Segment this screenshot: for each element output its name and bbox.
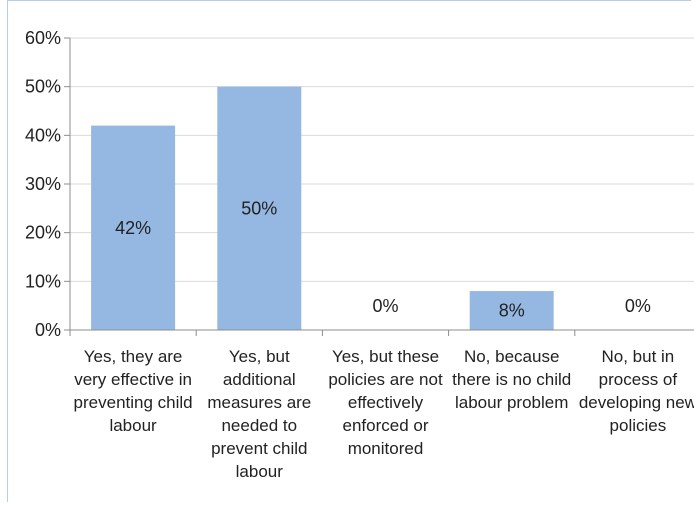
x-tick-label: No, because there is no child labour pro… — [452, 347, 572, 412]
y-tick-label: 20% — [25, 223, 61, 243]
y-tick-label: 50% — [25, 77, 61, 97]
bar — [91, 125, 176, 330]
y-tick-label: 0% — [35, 320, 61, 340]
bars — [91, 86, 554, 331]
data-label: 0% — [372, 296, 398, 316]
x-tick-label: Yes, but these policies are not effectiv… — [328, 347, 443, 458]
bar — [469, 291, 554, 330]
y-tick-label: 10% — [25, 271, 61, 291]
data-label: 8% — [499, 301, 525, 321]
y-tick-label: 30% — [25, 174, 61, 194]
chart-frame — [7, 0, 691, 502]
x-tick-label: Yes, they are very effective in preventi… — [73, 347, 193, 435]
bar — [217, 86, 302, 331]
data-labels: 42% 50% 0% 8% 0% — [115, 198, 651, 320]
data-label: 0% — [625, 296, 651, 316]
x-tick-label: No, but in process of developing new pol… — [578, 347, 694, 435]
gridlines — [70, 37, 694, 282]
axes: 0% 10% 20% 30% 40% 50% 60% — [25, 28, 694, 340]
y-tick-label: 40% — [25, 125, 61, 145]
y-tick-label: 60% — [25, 28, 61, 48]
data-label: 42% — [115, 218, 151, 238]
x-tick-label: Yes, but additional measures are needed … — [207, 347, 312, 481]
data-label: 50% — [241, 198, 277, 218]
